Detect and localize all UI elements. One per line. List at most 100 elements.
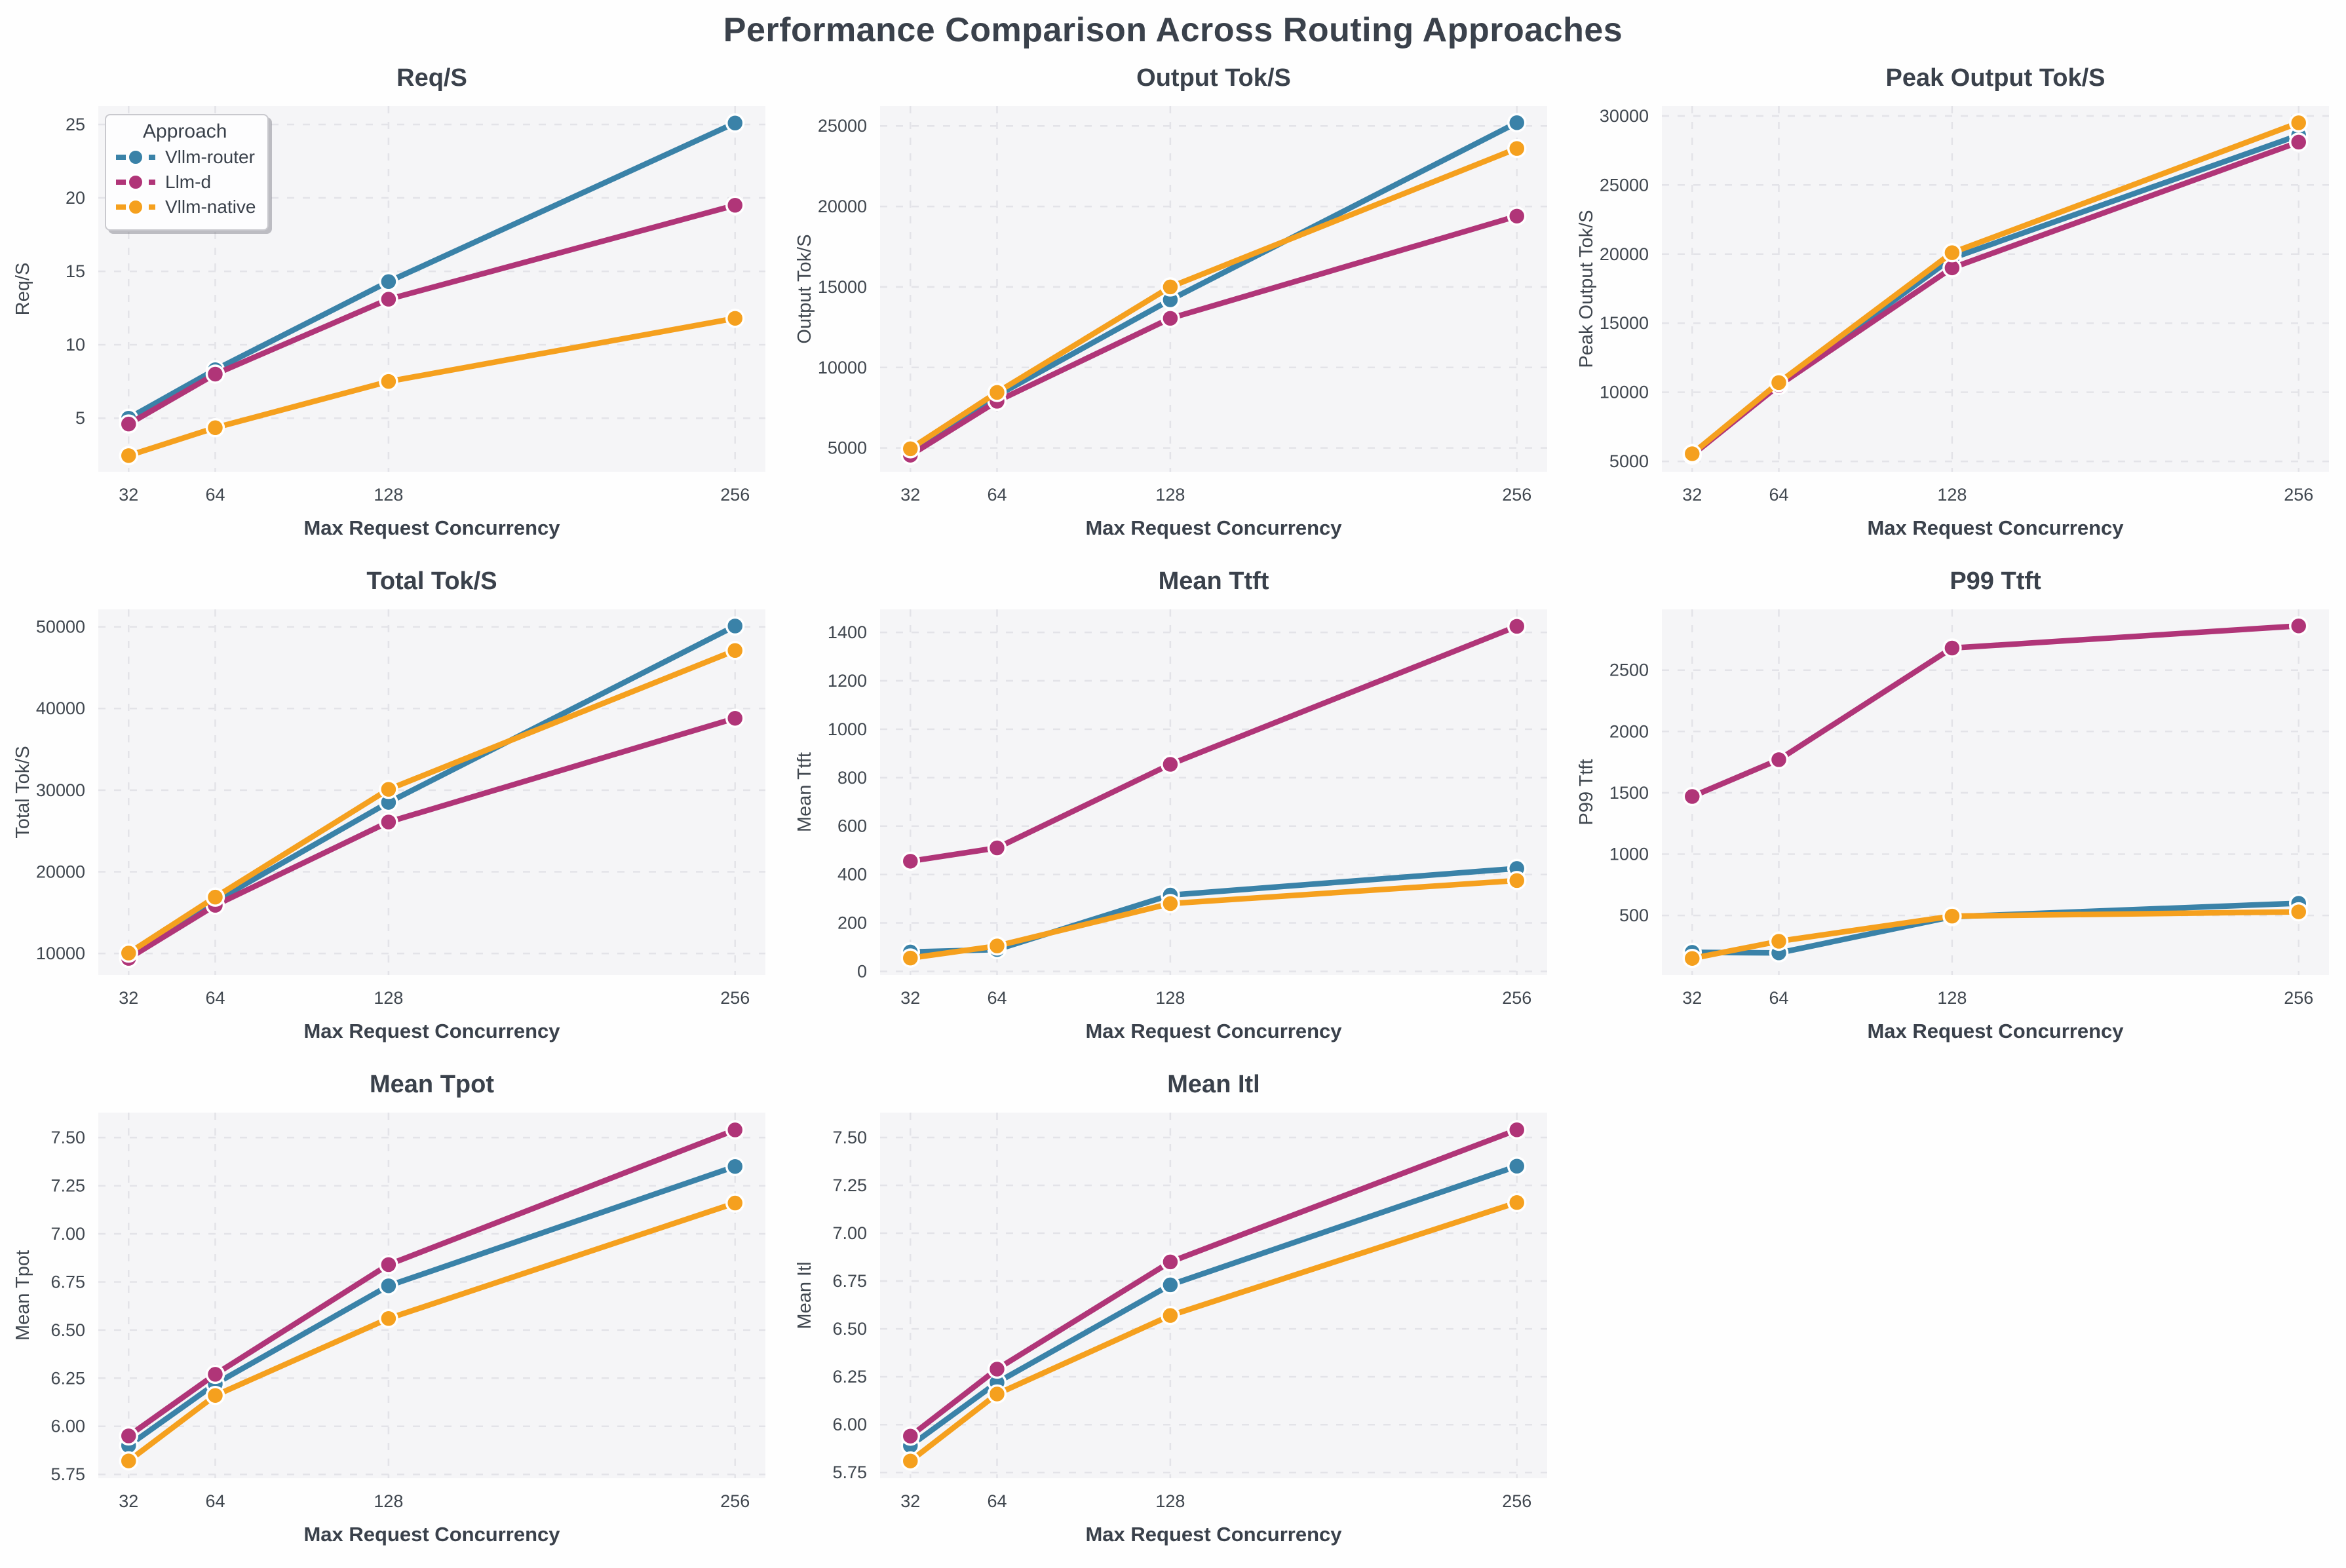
svg-text:256: 256 [1502, 988, 1531, 1008]
svg-text:5000: 5000 [1609, 451, 1649, 471]
svg-text:6.25: 6.25 [832, 1367, 867, 1386]
legend-title: Approach [143, 121, 227, 142]
svg-text:15000: 15000 [818, 277, 867, 297]
svg-text:32: 32 [1682, 485, 1702, 505]
svg-text:10: 10 [66, 335, 85, 354]
svg-text:7.00: 7.00 [832, 1223, 867, 1243]
svg-text:256: 256 [720, 485, 750, 505]
legend-item-label: Llm-d [165, 172, 212, 192]
svg-text:7.00: 7.00 [50, 1224, 85, 1244]
svg-text:Max Request Concurrency: Max Request Concurrency [1085, 1523, 1342, 1546]
chart-canvas: 0 200 400 600 800 1000 1200 1400 32 64 128 256 Max R… [794, 609, 1547, 1042]
svg-text:Output Tok/S: Output Tok/S [794, 234, 815, 343]
svg-text:32: 32 [1682, 988, 1702, 1008]
svg-text:2500: 2500 [1609, 660, 1649, 680]
legend-item: Vllm-router [114, 147, 256, 168]
subplot-title: Mean Tpot [370, 1071, 494, 1098]
legend-marker-icon [116, 174, 155, 191]
svg-text:15000: 15000 [1600, 313, 1649, 333]
legend: Approach Vllm-router Llm-d Vllm-native [105, 114, 269, 231]
chart-canvas: 5.75 6.00 6.25 6.50 6.75 7.00 7.25 7.50 32 64 128 2… [794, 1113, 1547, 1546]
chart-grid: Req/S 5 10 15 20 25 32 64 128 256 Max Request Con… [0, 59, 2345, 1568]
svg-text:7.25: 7.25 [832, 1176, 867, 1195]
svg-text:64: 64 [987, 485, 1007, 505]
svg-text:64: 64 [987, 988, 1007, 1008]
svg-text:7.25: 7.25 [50, 1176, 85, 1196]
svg-text:128: 128 [374, 988, 403, 1008]
svg-text:20000: 20000 [36, 862, 85, 882]
svg-text:256: 256 [1502, 1491, 1531, 1511]
svg-text:256: 256 [720, 1491, 750, 1511]
legend-marker-icon [116, 149, 155, 166]
svg-text:Mean Itl: Mean Itl [794, 1261, 815, 1329]
svg-text:128: 128 [1155, 988, 1185, 1008]
svg-text:Max Request Concurrency: Max Request Concurrency [1085, 1020, 1342, 1042]
svg-text:Max Request Concurrency: Max Request Concurrency [303, 1020, 560, 1042]
svg-text:P99 Ttft: P99 Ttft [1576, 759, 1597, 825]
svg-text:64: 64 [205, 485, 225, 505]
svg-text:500: 500 [1619, 906, 1649, 925]
figure-title: Performance Comparison Across Routing Ap… [723, 11, 1623, 49]
subplot-title: Output Tok/S [1136, 64, 1291, 92]
subplot-output-tok-s: Output Tok/S 5000 10000 15000 20000 25000 32 6… [782, 59, 1564, 562]
svg-text:50000: 50000 [36, 617, 85, 637]
legend-items: Vllm-router Llm-d Vllm-native [114, 147, 256, 218]
svg-text:10000: 10000 [818, 358, 867, 377]
svg-text:5: 5 [75, 408, 85, 428]
svg-text:64: 64 [1769, 988, 1788, 1008]
svg-text:0: 0 [857, 961, 867, 981]
svg-text:32: 32 [119, 1491, 138, 1511]
svg-text:2000: 2000 [1609, 721, 1649, 741]
svg-text:1200: 1200 [828, 671, 867, 691]
svg-text:128: 128 [1155, 1491, 1185, 1511]
svg-text:Max Request Concurrency: Max Request Concurrency [1085, 516, 1342, 539]
svg-text:Mean Tpot: Mean Tpot [12, 1250, 33, 1341]
svg-text:Max Request Concurrency: Max Request Concurrency [1867, 1020, 2124, 1042]
svg-text:15: 15 [66, 261, 85, 281]
svg-text:5000: 5000 [828, 438, 867, 458]
svg-text:Total Tok/S: Total Tok/S [12, 746, 33, 838]
empty-cell [1564, 1065, 2345, 1568]
svg-text:128: 128 [374, 1491, 403, 1511]
svg-text:25: 25 [66, 115, 85, 134]
svg-text:1400: 1400 [828, 622, 867, 642]
svg-text:32: 32 [900, 485, 920, 505]
svg-text:10000: 10000 [1600, 383, 1649, 402]
chart-canvas: 10000 20000 30000 40000 50000 32 64 128 256 Max R… [12, 609, 765, 1042]
svg-text:1000: 1000 [1609, 845, 1649, 864]
subplot-total-tok-s: Total Tok/S 10000 20000 30000 40000 50000 32 6… [0, 562, 782, 1065]
subplot-title: Mean Ttft [1158, 567, 1269, 595]
subplot-req-s: Req/S 5 10 15 20 25 32 64 128 256 Max Request Con… [0, 59, 782, 562]
svg-text:6.75: 6.75 [832, 1271, 867, 1291]
svg-text:20000: 20000 [818, 197, 867, 216]
svg-text:1500: 1500 [1609, 783, 1649, 803]
svg-text:64: 64 [1769, 485, 1788, 505]
legend-item-label: Vllm-router [165, 147, 255, 167]
svg-text:64: 64 [205, 1491, 225, 1511]
subplot-mean-ttft: Mean Ttft 0 200 400 600 800 1000 1200 1400 32 64 1… [782, 562, 1564, 1065]
svg-text:128: 128 [1155, 485, 1185, 505]
svg-text:256: 256 [720, 988, 750, 1008]
svg-text:Max Request Concurrency: Max Request Concurrency [1867, 516, 2124, 539]
svg-text:25000: 25000 [818, 116, 867, 136]
svg-text:200: 200 [837, 913, 867, 933]
svg-text:6.75: 6.75 [50, 1272, 85, 1291]
subplot-title: Peak Output Tok/S [1885, 64, 2106, 92]
svg-text:256: 256 [1502, 485, 1531, 505]
subplot-p99-ttft: P99 Ttft 500 1000 1500 2000 2500 32 64 128 256 Ma… [1564, 562, 2345, 1065]
subplot-title: P99 Ttft [1950, 567, 2041, 595]
subplot-mean-tpot: Mean Tpot 5.75 6.00 6.25 6.50 6.75 7.00 7.25 7.… [0, 1065, 782, 1568]
chart-canvas: 5.75 6.00 6.25 6.50 6.75 7.00 7.25 7.50 32 64 128 2… [12, 1113, 765, 1546]
subplot-mean-itl: Mean Itl 5.75 6.00 6.25 6.50 6.75 7.00 7.25 7.5… [782, 1065, 1564, 1568]
svg-text:7.50: 7.50 [832, 1128, 867, 1147]
svg-text:64: 64 [205, 988, 225, 1008]
svg-text:32: 32 [119, 988, 138, 1008]
svg-text:32: 32 [900, 988, 920, 1008]
svg-text:64: 64 [987, 1491, 1007, 1511]
svg-text:6.00: 6.00 [832, 1415, 867, 1434]
svg-text:800: 800 [837, 768, 867, 788]
svg-text:6.00: 6.00 [50, 1417, 85, 1436]
legend-item: Llm-d [114, 172, 256, 193]
chart-canvas: 5000 10000 15000 20000 25000 30000 32 64 128 256 M… [1576, 106, 2329, 539]
